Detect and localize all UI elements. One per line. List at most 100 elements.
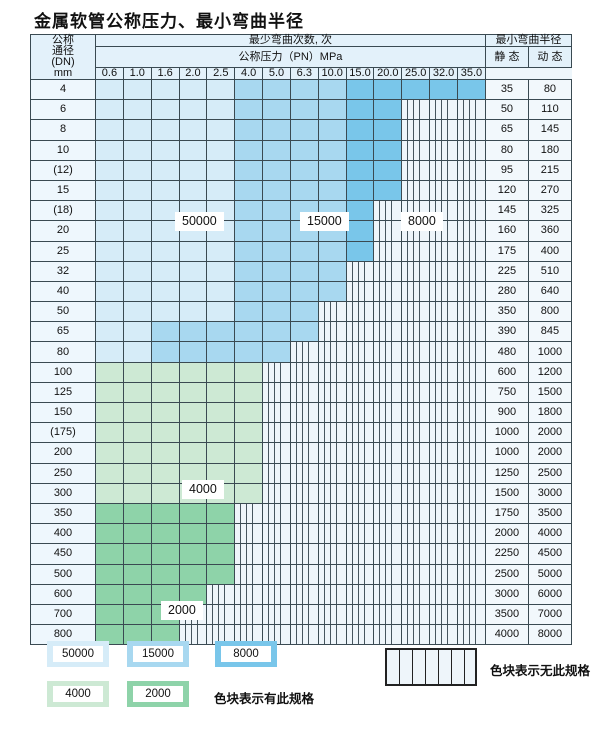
table-row: 250 1250 2500	[30, 462, 572, 484]
cell-dn300-pn1.6	[150, 482, 180, 504]
cell-dn10-pn5.0	[262, 139, 291, 161]
row-dynamic-radius: 4000	[527, 523, 572, 545]
cell-dn800-pn32.0	[429, 624, 458, 646]
header-dynamic: 动 态	[527, 46, 572, 68]
cell-dn6-pn6.3	[289, 99, 319, 121]
cell-dn32-pn1.0	[122, 260, 152, 282]
cell-dn800-pn6.3	[289, 624, 319, 646]
cell-dn300-pn32.0	[429, 482, 458, 504]
cell-dn32-pn25.0	[401, 260, 431, 282]
row-dn-label: 32	[30, 260, 96, 282]
cell-dn32-pn0.6	[95, 260, 124, 282]
row-dn-label: 400	[30, 523, 96, 545]
cell-dn(175)-pn32.0	[429, 422, 458, 444]
cell-dn400-pn0.6	[95, 523, 124, 545]
cell-dn65-pn4.0	[234, 321, 264, 343]
callout-2000: 2000	[161, 601, 203, 620]
cell-dn400-pn20.0	[373, 523, 403, 545]
cell-dn15-pn10.0	[317, 179, 347, 202]
cell-dn50-pn35.0	[456, 301, 486, 323]
cell-dn125-pn1.0	[122, 381, 152, 404]
cell-dn25-pn0.6	[95, 240, 124, 262]
cell-dn15-pn32.0	[429, 179, 458, 202]
cell-dn400-pn1.0	[122, 523, 152, 545]
row-dynamic-radius: 325	[527, 200, 572, 222]
cell-dn600-pn6.3	[289, 583, 319, 605]
cell-dn300-pn25.0	[401, 482, 431, 504]
cell-dn(175)-pn1.6	[150, 422, 180, 444]
cell-dn(175)-pn20.0	[373, 422, 403, 444]
cell-dn300-pn35.0	[456, 482, 486, 504]
cell-dn350-pn1.6	[150, 502, 180, 525]
cell-dn600-pn15.0	[345, 583, 375, 605]
cell-dn350-pn25.0	[401, 502, 431, 525]
cell-dn150-pn2.0	[178, 401, 208, 424]
cell-dn65-pn1.6	[150, 321, 180, 343]
cell-dn15-pn4.0	[234, 179, 264, 202]
cell-dn(18)-pn5.0	[262, 200, 291, 222]
cell-dn600-pn2.5	[206, 583, 236, 605]
cell-dn125-pn25.0	[401, 381, 431, 404]
row-static-radius: 1250	[484, 462, 529, 484]
row-static-radius: 35	[484, 78, 529, 101]
cell-dn65-pn2.0	[178, 321, 208, 343]
cell-dn400-pn4.0	[234, 523, 264, 545]
cell-dn40-pn6.3	[289, 280, 319, 303]
row-dn-label: 300	[30, 482, 96, 504]
cell-dn200-pn35.0	[456, 442, 486, 464]
cell-dn700-pn1.0	[122, 603, 152, 626]
cell-dn8-pn1.0	[122, 119, 152, 141]
cell-dn100-pn20.0	[373, 361, 403, 383]
row-static-radius: 120	[484, 179, 529, 202]
row-static-radius: 750	[484, 381, 529, 404]
cell-dn100-pn0.6	[95, 361, 124, 383]
cell-dn300-pn20.0	[373, 482, 403, 504]
row-dn-label: 450	[30, 543, 96, 565]
cell-dn10-pn1.6	[150, 139, 180, 161]
cell-dn350-pn6.3	[289, 502, 319, 525]
cell-dn40-pn20.0	[373, 280, 403, 303]
cell-dn4-pn4.0	[234, 78, 264, 101]
cell-dn200-pn2.0	[178, 442, 208, 464]
table-row: 150 900 1800	[30, 401, 572, 424]
cell-dn8-pn6.3	[289, 119, 319, 141]
table-row: 4 35 80	[30, 78, 572, 101]
legend-swatch-label: 50000	[53, 646, 103, 662]
cell-dn50-pn32.0	[429, 301, 458, 323]
row-dn-label: 350	[30, 502, 96, 525]
cell-dn600-pn20.0	[373, 583, 403, 605]
cell-dn80-pn35.0	[456, 341, 486, 363]
cell-dn350-pn2.5	[206, 502, 236, 525]
table-row: 400 2000 4000	[30, 523, 572, 545]
row-dynamic-radius: 145	[527, 119, 572, 141]
cell-dn25-pn15.0	[345, 240, 375, 262]
table-row: 50 350 800	[30, 301, 572, 323]
row-dn-label: 20	[30, 220, 96, 242]
table-row: 450 2250 4500	[30, 543, 572, 565]
cell-dn6-pn15.0	[345, 99, 375, 121]
row-static-radius: 2250	[484, 543, 529, 565]
cell-dn700-pn32.0	[429, 603, 458, 626]
cell-dn500-pn0.6	[95, 563, 124, 585]
row-static-radius: 160	[484, 220, 529, 242]
row-dynamic-radius: 640	[527, 280, 572, 303]
cell-dn32-pn6.3	[289, 260, 319, 282]
row-dn-label: 200	[30, 442, 96, 464]
header-pressure-10.0: 10.0	[317, 67, 347, 80]
header-pressure-35.0: 35.0	[456, 67, 486, 80]
row-static-radius: 1750	[484, 502, 529, 525]
table-row: 300 1500 3000	[30, 482, 572, 504]
cell-dn10-pn0.6	[95, 139, 124, 161]
cell-dn4-pn32.0	[429, 78, 458, 101]
cell-dn32-pn20.0	[373, 260, 403, 282]
cell-dn450-pn6.3	[289, 543, 319, 565]
cell-dn8-pn0.6	[95, 119, 124, 141]
row-dynamic-radius: 800	[527, 301, 572, 323]
cell-dn50-pn1.0	[122, 301, 152, 323]
cell-dn20-pn35.0	[456, 220, 486, 242]
cell-dn500-pn25.0	[401, 563, 431, 585]
cell-dn40-pn35.0	[456, 280, 486, 303]
cell-dn450-pn4.0	[234, 543, 264, 565]
cell-dn100-pn1.0	[122, 361, 152, 383]
